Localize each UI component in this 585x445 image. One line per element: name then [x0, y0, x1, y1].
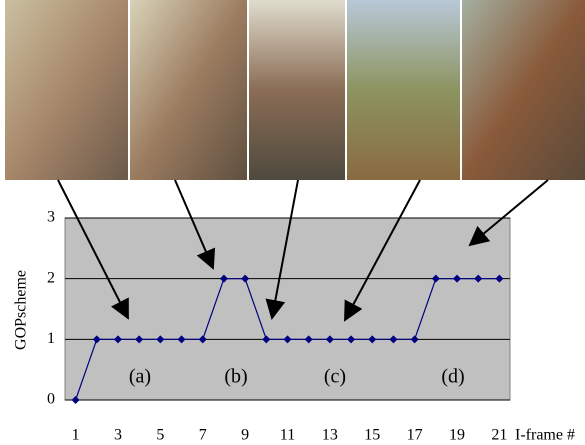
y-tick-label: 3 — [47, 209, 55, 226]
photo — [462, 0, 585, 180]
photo — [130, 0, 247, 180]
x-tick-label: 21 — [491, 427, 507, 444]
figure: 012313579111315171921(a)(b)(c)(d) GOPsch… — [0, 0, 585, 445]
x-tick-label: 7 — [199, 427, 207, 444]
y-axis-label: GOPscheme — [13, 270, 30, 350]
y-tick-label: 0 — [47, 391, 55, 408]
photos — [5, 0, 585, 180]
annotation: (d) — [441, 366, 464, 388]
x-tick-label: 17 — [407, 427, 423, 444]
y-tick-label: 2 — [47, 269, 55, 286]
annotation: (c) — [324, 366, 346, 388]
y-tick-label: 1 — [47, 330, 55, 347]
annotation: (b) — [224, 366, 247, 388]
x-tick-label: 11 — [280, 427, 295, 444]
photo — [5, 0, 128, 180]
x-tick-label: 5 — [156, 427, 164, 444]
annotation: (a) — [129, 366, 151, 388]
x-tick-label: 3 — [114, 427, 122, 444]
photo — [347, 0, 460, 180]
photo — [249, 0, 345, 180]
x-tick-label: 13 — [322, 427, 338, 444]
x-tick-label: 9 — [241, 427, 249, 444]
x-tick-label: 15 — [364, 427, 380, 444]
x-tick-label: 19 — [449, 427, 465, 444]
x-tick-label: 1 — [72, 427, 80, 444]
x-axis-label: I-frame # — [515, 427, 575, 444]
